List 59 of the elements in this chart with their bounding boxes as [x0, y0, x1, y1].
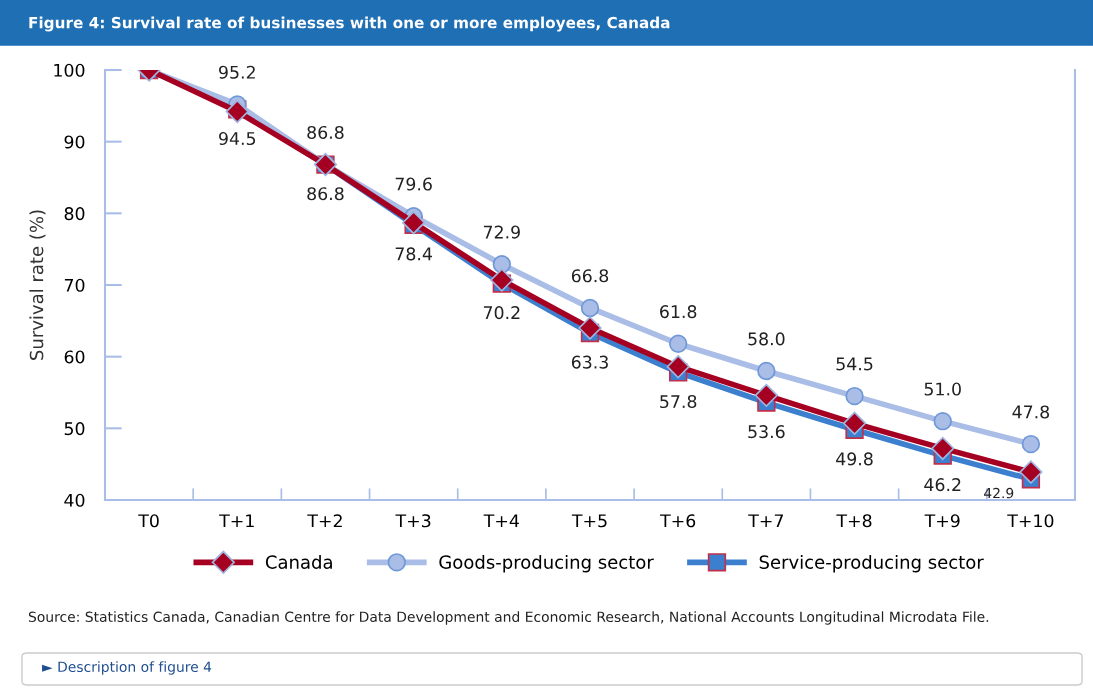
y-axis-title: Survival rate (%)	[29, 210, 46, 360]
data-label: 95.2	[219, 65, 255, 79]
x-tick-label: T+1	[219, 514, 254, 528]
y-tick-label: 90	[64, 135, 85, 149]
y-tick-label: 100	[54, 63, 85, 77]
y-tick-label: 40	[64, 493, 85, 507]
point	[933, 411, 952, 431]
x-tick-label: T+7	[748, 514, 783, 528]
data-label: 47.8	[1012, 405, 1050, 419]
data-label: 70.2	[483, 306, 520, 320]
y-tick-label: 70	[64, 278, 85, 292]
point	[490, 268, 514, 292]
x-tick-label: T+5	[571, 514, 607, 528]
point	[225, 99, 249, 124]
x-tick-label: T+2	[307, 514, 342, 528]
point	[1021, 434, 1041, 454]
source-note: Source: Statistics Canada, Canadian Centre for Data Development and Economic Research, National Accounts Longitudinal Microdata File.	[28, 611, 989, 625]
data-label: 94.5	[219, 131, 256, 146]
x-tick-label: T+10	[1007, 514, 1054, 528]
x-tick-label: T+6	[660, 514, 696, 528]
data-label: 61.8	[660, 305, 697, 319]
point	[580, 298, 600, 318]
data-label: 78.4	[395, 247, 432, 261]
y-tick-label: 60	[64, 350, 85, 364]
data-label: 66.8	[571, 269, 609, 283]
legend-label: Goods-producing sector	[439, 554, 654, 573]
x-tick-label: T+8	[836, 514, 872, 528]
point	[754, 383, 779, 408]
data-label: 58.0	[748, 332, 785, 346]
y-tick-label: 80	[64, 207, 85, 221]
data-label: 54.5	[836, 357, 873, 371]
x-tick-label: T+9	[924, 514, 960, 528]
legend-label: Service-producing sector	[759, 554, 984, 573]
data-label: 49.8	[836, 452, 873, 466]
data-label: 72.9	[483, 225, 520, 239]
point	[666, 355, 690, 379]
data-label: 63.3	[571, 355, 608, 369]
data-label: 57.8	[660, 394, 697, 409]
data-label: 46.2	[924, 478, 961, 492]
data-label: 51.0	[924, 382, 961, 396]
point	[931, 436, 955, 461]
point	[757, 361, 776, 381]
point	[842, 411, 867, 435]
data-label: 53.6	[748, 425, 785, 439]
chart-title: Figure 4: Survival rate of businesses with one or more employees, Canada	[29, 16, 670, 32]
data-label: 86.8	[307, 187, 344, 201]
point	[578, 316, 602, 340]
x-tick-label: T0	[138, 514, 159, 528]
text: ► Description of figure 4	[42, 661, 212, 675]
point	[669, 334, 688, 353]
legend-label: Canada	[265, 554, 332, 569]
y-tick-label: 50	[64, 422, 85, 436]
x-tick-label: T+4	[483, 514, 519, 528]
point	[845, 386, 864, 406]
data-label: 79.6	[395, 177, 432, 191]
point	[1019, 460, 1043, 484]
x-tick-label: T+3	[395, 514, 431, 528]
data-label: 42.9	[984, 487, 1014, 499]
data-label: 86.8	[307, 125, 344, 140]
